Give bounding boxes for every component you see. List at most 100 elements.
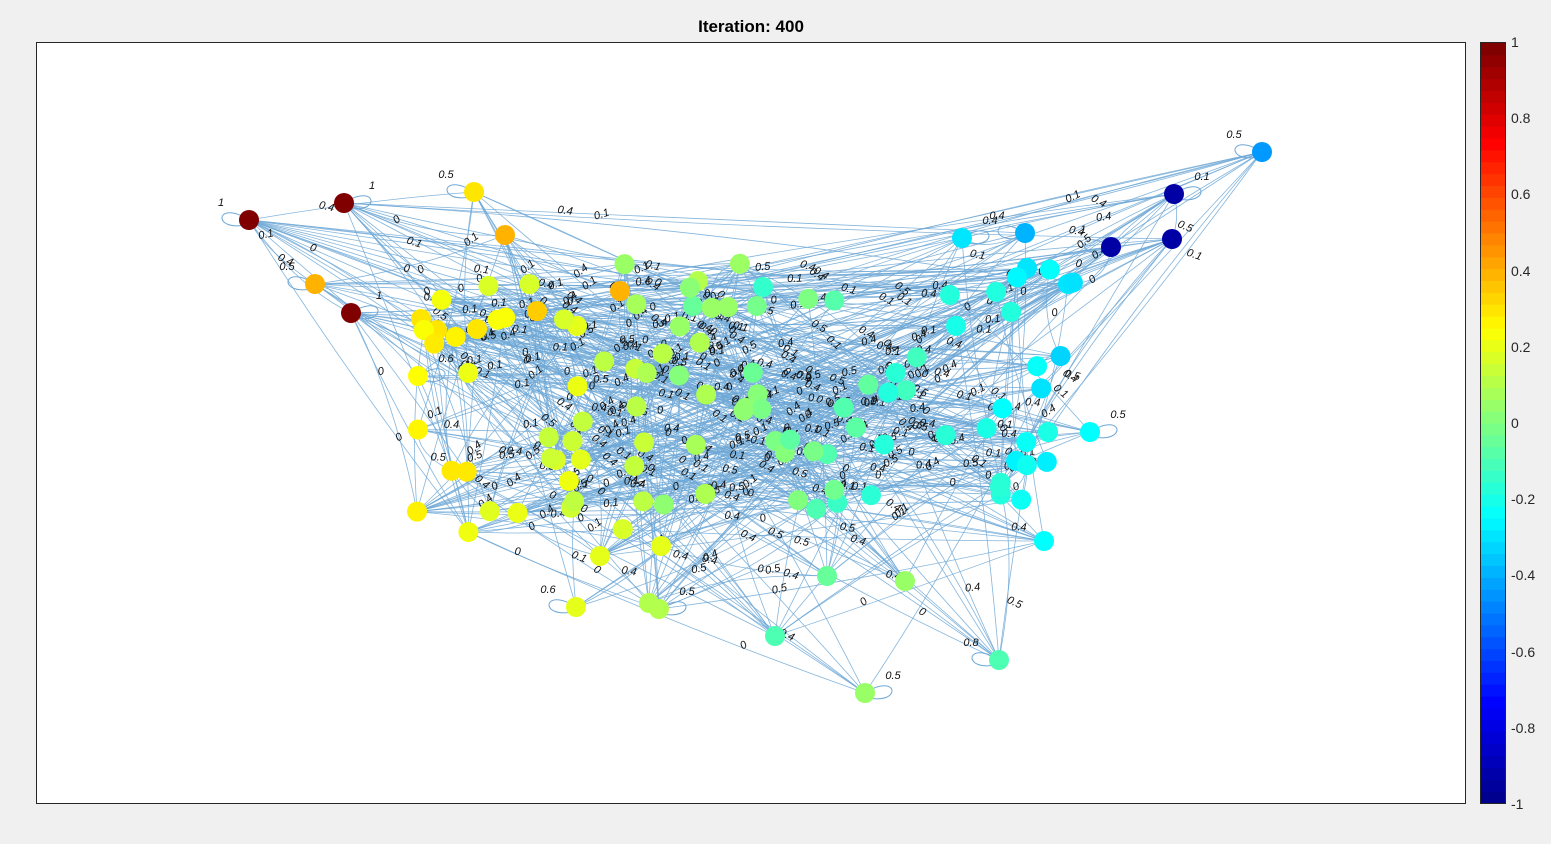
graph-node[interactable] xyxy=(817,566,837,586)
graph-node[interactable] xyxy=(458,521,479,542)
graph-node[interactable] xyxy=(952,228,972,248)
graph-node[interactable] xyxy=(1001,301,1022,322)
graph-node[interactable] xyxy=(701,297,722,318)
graph-node[interactable] xyxy=(860,485,881,506)
graph-node[interactable] xyxy=(1036,451,1057,472)
graph-node[interactable] xyxy=(798,288,819,309)
graph-node[interactable] xyxy=(649,599,669,619)
graph-node[interactable] xyxy=(651,536,671,556)
graph-node[interactable] xyxy=(652,343,673,364)
graph-node[interactable] xyxy=(424,333,445,354)
graph-node[interactable] xyxy=(562,431,583,452)
graph-node[interactable] xyxy=(538,427,559,448)
graph-node[interactable] xyxy=(855,683,875,703)
graph-node[interactable] xyxy=(946,315,967,336)
graph-node[interactable] xyxy=(668,365,689,386)
graph-node[interactable] xyxy=(989,650,1009,670)
graph-node[interactable] xyxy=(566,597,586,617)
graph-node[interactable] xyxy=(610,281,630,301)
graph-node[interactable] xyxy=(788,490,809,511)
graph-node[interactable] xyxy=(1164,184,1184,204)
graph-node[interactable] xyxy=(976,418,997,439)
graph-node[interactable] xyxy=(742,362,763,383)
graph-node[interactable] xyxy=(824,479,845,500)
graph-node[interactable] xyxy=(906,347,927,368)
graph-node[interactable] xyxy=(540,448,561,469)
graph-node[interactable] xyxy=(594,351,615,372)
graph-node[interactable] xyxy=(1011,489,1032,510)
graph-node[interactable] xyxy=(614,254,635,275)
graph-node[interactable] xyxy=(679,277,700,298)
graph-node[interactable] xyxy=(479,501,500,522)
graph-node[interactable] xyxy=(527,301,547,321)
graph-node[interactable] xyxy=(1034,531,1054,551)
graph-node[interactable] xyxy=(408,419,429,440)
graph-node[interactable] xyxy=(572,411,593,432)
graph-node[interactable] xyxy=(1006,267,1027,288)
graph-node[interactable] xyxy=(567,376,588,397)
graph-node[interactable] xyxy=(653,494,674,515)
graph-node[interactable] xyxy=(845,417,866,438)
graph-node[interactable] xyxy=(467,319,487,339)
graph-node[interactable] xyxy=(341,303,361,323)
graph-node[interactable] xyxy=(458,362,479,383)
graph-node[interactable] xyxy=(1027,356,1048,377)
graph-node[interactable] xyxy=(1015,223,1035,243)
graph-node[interactable] xyxy=(896,380,917,401)
graph-node[interactable] xyxy=(895,571,915,591)
graph-node[interactable] xyxy=(519,274,540,295)
graph-node[interactable] xyxy=(803,441,824,462)
graph-node[interactable] xyxy=(1062,272,1083,293)
graph-node[interactable] xyxy=(441,460,462,481)
graph-node[interactable] xyxy=(765,626,785,646)
graph-node[interactable] xyxy=(1038,422,1058,442)
graph-node[interactable] xyxy=(507,502,528,523)
graph-node[interactable] xyxy=(570,449,591,470)
graph-node[interactable] xyxy=(718,297,738,317)
graph-node[interactable] xyxy=(1162,229,1182,249)
graph-node[interactable] xyxy=(1031,378,1052,399)
graph-node[interactable] xyxy=(780,429,801,450)
graph-node[interactable] xyxy=(558,471,579,492)
graph-node[interactable] xyxy=(695,483,716,504)
graph-node[interactable] xyxy=(1101,237,1121,257)
graph-node[interactable] xyxy=(431,289,452,310)
graph-node[interactable] xyxy=(636,362,657,383)
graph-node[interactable] xyxy=(1016,455,1037,476)
graph-node[interactable] xyxy=(590,546,610,566)
graph-node[interactable] xyxy=(626,396,647,417)
graph-node[interactable] xyxy=(683,296,703,316)
graph-node[interactable] xyxy=(824,290,845,311)
graph-node[interactable] xyxy=(806,498,827,519)
graph-node[interactable] xyxy=(626,294,647,315)
graph-node[interactable] xyxy=(1080,422,1100,442)
graph-node[interactable] xyxy=(986,281,1007,302)
graph-node[interactable] xyxy=(751,398,772,419)
graph-node[interactable] xyxy=(334,193,354,213)
graph-node[interactable] xyxy=(858,374,879,395)
graph-node[interactable] xyxy=(878,382,899,403)
graph-node[interactable] xyxy=(407,501,428,522)
graph-node[interactable] xyxy=(612,519,633,540)
graph-node[interactable] xyxy=(239,210,259,230)
graph-node[interactable] xyxy=(885,362,906,383)
graph-node[interactable] xyxy=(689,332,710,353)
graph-node[interactable] xyxy=(1252,142,1272,162)
graph-node[interactable] xyxy=(733,400,754,421)
graph-node[interactable] xyxy=(833,397,854,418)
graph-node[interactable] xyxy=(478,275,499,296)
graph-node[interactable] xyxy=(413,320,434,341)
graph-node[interactable] xyxy=(456,461,477,482)
graph-node[interactable] xyxy=(624,456,645,477)
graph-node[interactable] xyxy=(408,366,428,386)
graph-node[interactable] xyxy=(990,472,1011,493)
graph-node[interactable] xyxy=(554,309,575,330)
graph-node[interactable] xyxy=(992,398,1013,419)
graph-node[interactable] xyxy=(445,326,466,347)
graph-node[interactable] xyxy=(633,491,654,512)
graph-node[interactable] xyxy=(1016,432,1037,453)
graph-node[interactable] xyxy=(874,434,895,455)
graph-node[interactable] xyxy=(495,225,515,245)
graph-node[interactable] xyxy=(746,296,767,317)
graph-node[interactable] xyxy=(1039,259,1060,280)
